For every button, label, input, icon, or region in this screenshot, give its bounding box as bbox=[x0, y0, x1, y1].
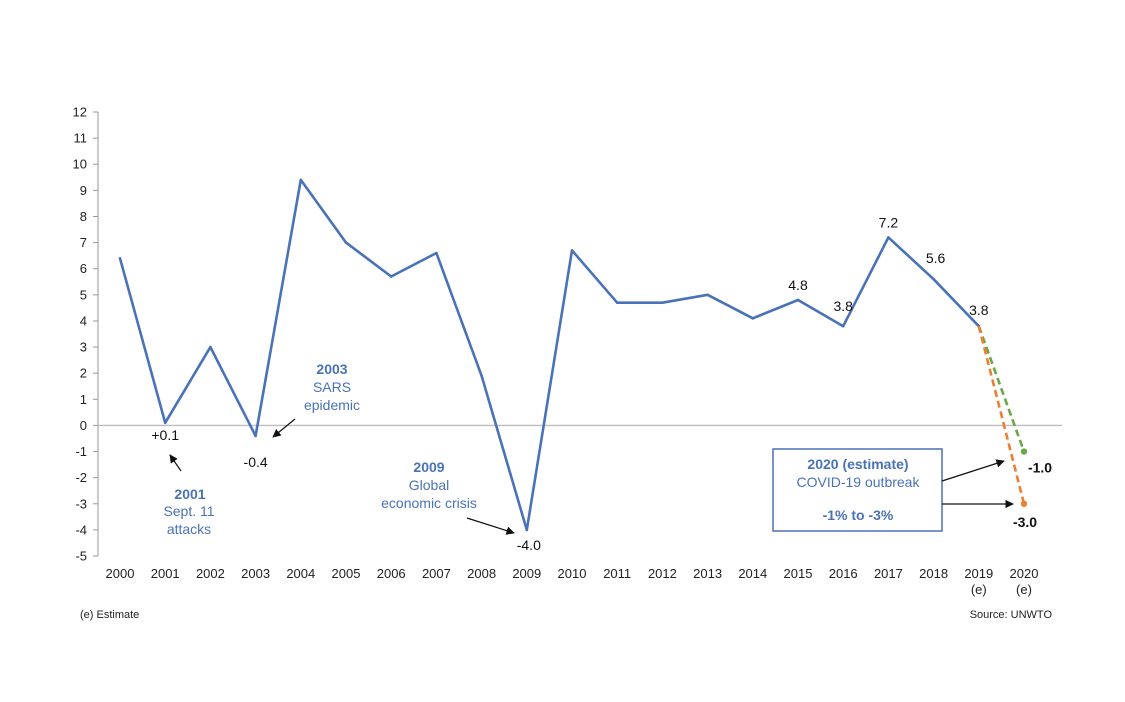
y-tick-label: 8 bbox=[80, 209, 87, 224]
x-tick-label: 2013 bbox=[693, 566, 722, 581]
footnote-estimate: (e) Estimate bbox=[80, 609, 139, 621]
data-label: +0.1 bbox=[151, 427, 179, 443]
data-point bbox=[299, 178, 303, 182]
data-labels: -1.0 -3.0 +0.1 -0.4 -4.0 4.8 3.8 7.2 5.6 3.8 bbox=[151, 214, 1052, 553]
annotation-arrow-2003 bbox=[272, 418, 296, 438]
y-tick-label: 9 bbox=[80, 183, 87, 198]
x-tick-label: 2018 bbox=[919, 566, 948, 581]
y-tick-label: -2 bbox=[75, 470, 87, 485]
y-tick-label: 3 bbox=[80, 340, 87, 355]
projection-line bbox=[977, 325, 1026, 505]
data-point bbox=[796, 298, 800, 302]
series-line bbox=[118, 178, 980, 532]
x-tick-label: 2004 bbox=[286, 566, 315, 581]
y-tick-label: 12 bbox=[73, 105, 87, 120]
annotation-2003-line: epidemic bbox=[304, 397, 360, 413]
y-tick-label: 11 bbox=[74, 131, 88, 146]
x-tick-label: 2010 bbox=[558, 566, 587, 581]
x-tick-label: 2009 bbox=[512, 566, 541, 581]
data-point bbox=[570, 249, 574, 252]
callout-range: -1% to -3% bbox=[823, 507, 894, 523]
projection-point bbox=[1020, 448, 1028, 455]
y-tick-label: 5 bbox=[80, 287, 87, 302]
data-point bbox=[841, 324, 845, 328]
data-point bbox=[118, 256, 122, 260]
data-point bbox=[932, 277, 935, 281]
y-tick-label: 4 bbox=[80, 313, 87, 328]
x-tick-label: 2003 bbox=[241, 566, 270, 581]
data-label: -0.4 bbox=[244, 454, 268, 470]
data-label: 4.8 bbox=[788, 277, 808, 293]
data-point bbox=[525, 528, 529, 532]
x-tick-label: 2017 bbox=[874, 566, 903, 581]
x-tick-label: 2000 bbox=[106, 566, 135, 581]
callout-box bbox=[772, 448, 943, 532]
source-note: Source: UNWTO bbox=[970, 609, 1053, 621]
data-label: 5.6 bbox=[926, 250, 946, 266]
data-point bbox=[209, 345, 212, 349]
x-tick-label: 2015 bbox=[784, 566, 813, 581]
annotation-2001-title: 2001 bbox=[174, 486, 205, 502]
annotation-2001-line: Sept. 11 bbox=[163, 503, 214, 519]
x-tick-label: 2016 bbox=[829, 566, 858, 581]
y-tick-label: -1 bbox=[75, 444, 87, 459]
annotation-arrow-2009 bbox=[466, 517, 515, 535]
y-tick-label: 0 bbox=[80, 418, 87, 433]
x-tick-label: 2007 bbox=[422, 566, 451, 581]
x-tick-label: 2020 bbox=[1010, 566, 1039, 581]
callout-title: 2020 (estimate) bbox=[807, 456, 908, 472]
annotation-2001-line: attacks bbox=[167, 521, 211, 537]
callout-subtitle: COVID-19 outbreak bbox=[797, 474, 921, 490]
callout-arrow-upper bbox=[941, 459, 1005, 482]
data-label: -4.0 bbox=[517, 537, 541, 553]
data-point bbox=[254, 434, 257, 438]
data-point bbox=[389, 275, 393, 278]
data-point bbox=[661, 301, 664, 304]
y-tick-label: -3 bbox=[75, 496, 87, 511]
series-layer bbox=[118, 178, 1028, 532]
data-label: 3.8 bbox=[969, 302, 989, 318]
annotation-arrow-2001 bbox=[169, 454, 182, 472]
x-tick-label: 2008 bbox=[467, 566, 496, 581]
x-tick-label: 2014 bbox=[738, 566, 767, 581]
data-point bbox=[480, 374, 483, 378]
data-point bbox=[163, 421, 167, 425]
x-tick-label: 2019 bbox=[964, 566, 993, 581]
data-point bbox=[751, 317, 755, 320]
x-tick-label: 2002 bbox=[196, 566, 225, 581]
x-tick-sublabel: (e) bbox=[1016, 582, 1032, 597]
data-point bbox=[706, 293, 709, 297]
annotation-2003-title: 2003 bbox=[316, 361, 347, 377]
data-point bbox=[435, 251, 438, 255]
data-label: 3.8 bbox=[833, 298, 853, 314]
annotation-2009-title: 2009 bbox=[413, 459, 444, 475]
projection-label: -1.0 bbox=[1028, 460, 1052, 476]
annotation-2009-line: economic crisis bbox=[381, 495, 477, 511]
projection-point bbox=[1020, 500, 1028, 507]
data-point bbox=[887, 236, 890, 239]
projection-label: -3.0 bbox=[1013, 514, 1037, 530]
y-tick-label: 1 bbox=[80, 392, 87, 407]
y-tick-label: 2 bbox=[80, 366, 87, 381]
data-point bbox=[615, 301, 619, 304]
x-tick-sublabel: (e) bbox=[971, 582, 987, 597]
projection-line bbox=[977, 325, 1026, 452]
y-tick-label: 6 bbox=[80, 261, 87, 276]
data-label: 7.2 bbox=[879, 214, 899, 230]
x-tick-label: 2012 bbox=[648, 566, 677, 581]
x-tick-label: 2011 bbox=[603, 566, 631, 581]
y-tick-label: 10 bbox=[73, 157, 87, 172]
data-point bbox=[344, 241, 348, 244]
annotation-2009-line: Global bbox=[409, 477, 449, 493]
y-tick-label: -5 bbox=[75, 549, 87, 564]
annotation-2003-line: SARS bbox=[313, 379, 351, 395]
y-tick-label: 7 bbox=[80, 235, 87, 250]
x-tick-label: 2001 bbox=[151, 566, 180, 581]
x-tick-label: 2006 bbox=[377, 566, 406, 581]
x-tick-label: 2005 bbox=[332, 566, 361, 581]
y-tick-label: -4 bbox=[75, 522, 87, 537]
